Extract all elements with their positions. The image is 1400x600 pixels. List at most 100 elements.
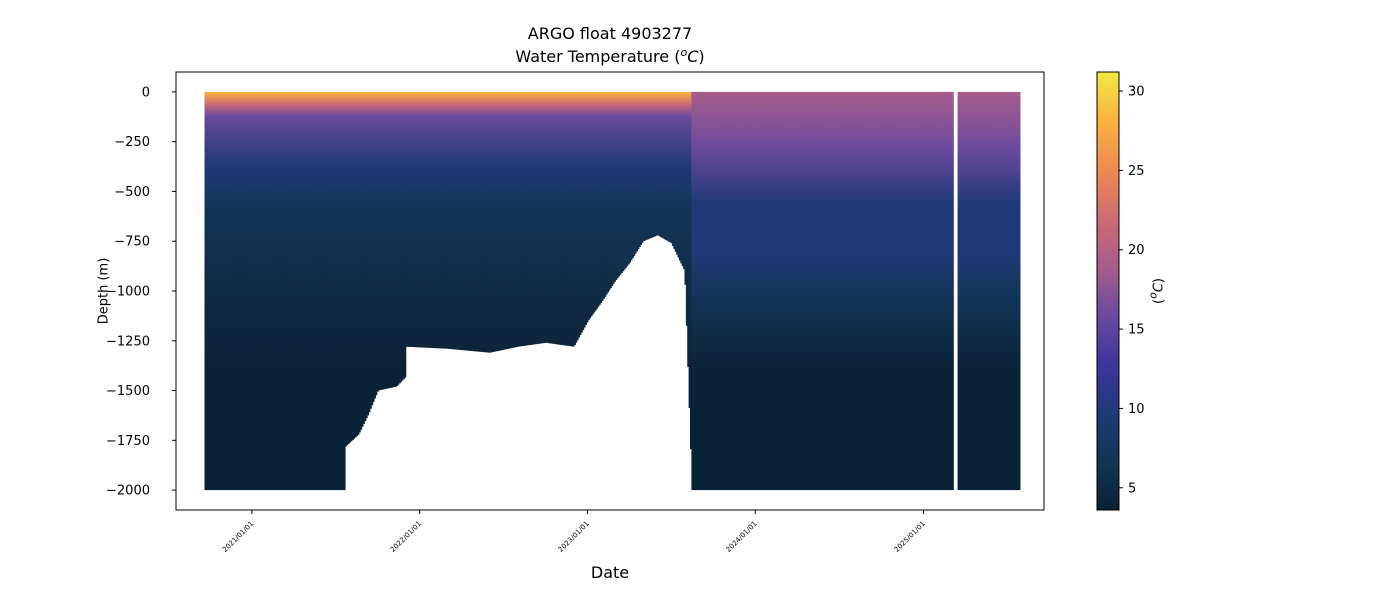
profile-strip	[523, 91, 525, 346]
profile-strip	[894, 91, 896, 491]
profile-strip	[570, 91, 572, 347]
profile-strip	[749, 91, 752, 491]
profile-strip	[510, 91, 513, 349]
profile-strip	[936, 91, 939, 491]
chart-subtitle-degree: o	[680, 46, 688, 59]
profile-strip	[343, 91, 346, 491]
profile-strip	[386, 91, 389, 389]
profile-strip	[705, 91, 707, 491]
profile-strip	[444, 91, 447, 349]
profile-strip	[274, 91, 277, 491]
profile-strip	[847, 91, 850, 491]
profile-strip	[594, 91, 597, 311]
profile-strip	[230, 91, 233, 491]
profile-strip	[861, 91, 863, 491]
profile-strip	[495, 91, 498, 352]
profile-strip	[985, 91, 987, 491]
profile-strip	[636, 91, 638, 252]
profile-strip	[913, 91, 916, 491]
profile-strip	[416, 91, 419, 348]
profile-strip	[218, 91, 221, 491]
profile-strip	[309, 91, 312, 491]
profile-strip	[476, 91, 478, 352]
profile-strip	[207, 91, 210, 491]
profile-strip	[423, 91, 426, 348]
profile-strip	[986, 91, 989, 491]
profile-strip	[538, 91, 541, 344]
profile-strip	[982, 91, 985, 491]
profile-strip	[793, 91, 796, 491]
profile-strip	[702, 91, 705, 491]
profile-strip	[912, 91, 914, 491]
profile-strip	[554, 91, 557, 345]
profile-strip	[1014, 91, 1016, 491]
profile-strip	[1007, 91, 1009, 491]
profile-strip	[655, 91, 658, 236]
profile-strip	[302, 91, 305, 491]
profile-strip	[296, 91, 299, 491]
profile-strip	[521, 91, 524, 347]
profile-strip	[357, 91, 360, 435]
profile-strip	[906, 91, 909, 491]
profile-strip	[786, 91, 789, 491]
profile-strip	[448, 91, 451, 349]
profile-strip	[892, 91, 895, 491]
profile-strip	[967, 91, 969, 491]
profile-strip	[305, 91, 307, 491]
profile-strip	[648, 91, 651, 239]
profile-strip	[563, 91, 565, 346]
profile-strip	[931, 91, 934, 491]
profile-strip	[245, 91, 248, 491]
profile-strip	[491, 91, 494, 353]
profile-strip	[605, 91, 608, 295]
profile-strip	[418, 91, 421, 348]
profile-strip	[736, 91, 739, 491]
y-tick-label: −500	[114, 185, 150, 200]
profile-strip	[623, 91, 626, 270]
profile-strip	[874, 91, 877, 491]
profile-strip	[863, 91, 866, 491]
profile-strip	[430, 91, 433, 348]
profile-strip	[757, 91, 760, 491]
profile-strip	[364, 91, 367, 422]
profile-strip	[404, 91, 407, 378]
profile-strip	[873, 91, 876, 491]
profile-strip	[347, 91, 350, 444]
profile-strip	[764, 91, 767, 491]
profile-strip	[914, 91, 917, 491]
profile-strip	[419, 91, 422, 348]
profile-strip	[518, 91, 521, 347]
profile-strip	[252, 91, 255, 491]
profile-strip	[536, 91, 539, 344]
profile-strip	[888, 91, 891, 491]
profile-strip	[375, 91, 378, 396]
profile-strip	[263, 91, 266, 491]
profile-strip	[574, 91, 576, 346]
x-tick-label: 2025/01/01	[893, 520, 927, 554]
profile-strip	[307, 91, 310, 491]
profile-strip	[269, 91, 272, 491]
profile-strip	[950, 91, 953, 491]
profile-strip	[244, 91, 247, 491]
profile-strip	[969, 91, 972, 491]
profile-strip	[782, 91, 785, 491]
profile-strip	[539, 91, 542, 344]
profile-strip	[809, 91, 812, 491]
profile-strip	[643, 91, 645, 242]
profile-strip	[485, 91, 488, 353]
profile-strip	[703, 91, 706, 491]
profile-strip	[644, 91, 647, 241]
profile-strip	[885, 91, 888, 491]
profile-strip	[615, 91, 618, 280]
profile-strip	[876, 91, 878, 491]
profile-strip	[490, 91, 492, 353]
profile-strip	[327, 91, 330, 491]
profile-strip	[477, 91, 480, 352]
profile-strip	[832, 91, 834, 491]
profile-strip	[368, 91, 371, 413]
profile-strip	[579, 91, 582, 336]
profile-strip	[552, 91, 554, 344]
profile-strip	[978, 91, 981, 491]
profile-strip	[692, 91, 695, 491]
profile-strip	[1018, 91, 1021, 491]
